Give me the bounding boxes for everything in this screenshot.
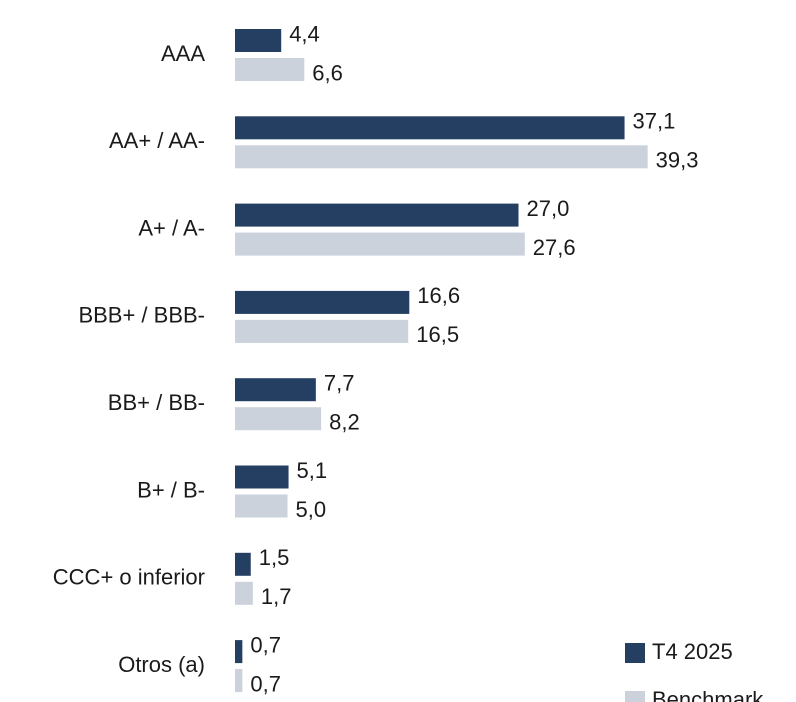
category-label: A+ / A- — [138, 215, 205, 240]
bar — [235, 116, 625, 140]
value-label: 1,7 — [261, 584, 292, 609]
value-label: 1,5 — [259, 545, 290, 570]
legend-swatch — [625, 643, 645, 663]
bar — [235, 232, 525, 256]
value-label: 27,6 — [533, 235, 576, 260]
value-label: 27,0 — [527, 196, 570, 221]
category-label: AA+ / AA- — [109, 128, 205, 153]
bar — [235, 145, 648, 169]
value-label: 6,6 — [312, 60, 343, 85]
bar — [235, 378, 316, 402]
bar — [235, 640, 243, 664]
bar — [235, 581, 253, 605]
category-label: BB+ / BB- — [108, 390, 205, 415]
value-label: 39,3 — [656, 148, 699, 173]
bar — [235, 552, 251, 576]
bar — [235, 494, 288, 518]
bar — [235, 407, 322, 431]
bar — [235, 319, 409, 343]
category-label: B+ / B- — [137, 477, 205, 502]
value-label: 37,1 — [633, 109, 676, 134]
legend-swatch — [625, 691, 645, 702]
bar — [235, 290, 410, 314]
category-label: BBB+ / BBB- — [78, 303, 205, 328]
category-label: AAA — [161, 41, 205, 66]
legend-label: T4 2025 — [652, 639, 733, 664]
value-label: 0,7 — [250, 632, 281, 657]
value-label: 5,1 — [297, 458, 328, 483]
bar — [235, 669, 243, 693]
bar — [235, 203, 519, 227]
value-label: 5,0 — [296, 497, 327, 522]
category-label: CCC+ o inferior — [53, 565, 205, 590]
bar — [235, 29, 282, 52]
value-label: 16,5 — [416, 322, 459, 347]
value-label: 8,2 — [329, 410, 360, 435]
bar — [235, 58, 305, 81]
bar — [235, 465, 289, 489]
value-label: 7,7 — [324, 371, 355, 396]
legend-label: Benchmark — [652, 687, 764, 702]
value-label: 16,6 — [417, 283, 460, 308]
value-label: 0,7 — [250, 671, 281, 696]
category-label: Otros (a) — [118, 652, 205, 677]
value-label: 4,4 — [289, 21, 320, 46]
